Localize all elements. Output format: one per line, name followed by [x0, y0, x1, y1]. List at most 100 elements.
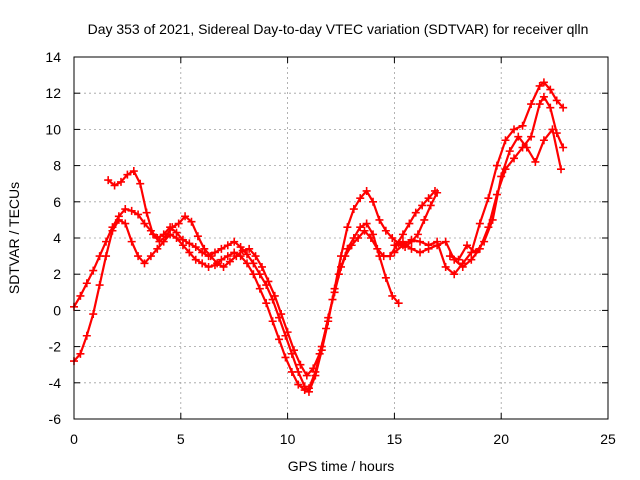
data-point: [362, 219, 371, 228]
data-point: [527, 100, 536, 109]
data-series: [70, 78, 568, 396]
data-point: [418, 201, 427, 210]
data-point: [223, 241, 232, 250]
data-point: [356, 194, 365, 203]
data-point: [213, 259, 222, 268]
series-line: [393, 81, 565, 276]
data-point: [497, 172, 506, 181]
x-tick-label: 5: [177, 431, 185, 447]
data-point: [191, 243, 200, 252]
data-point: [546, 103, 555, 112]
data-point: [283, 328, 292, 337]
y-tick-label: 12: [45, 85, 61, 101]
data-point: [349, 205, 358, 214]
data-point: [522, 143, 531, 152]
data-point: [492, 161, 501, 170]
data-point: [217, 255, 226, 264]
data-point: [441, 237, 450, 246]
data-point: [309, 364, 318, 373]
data-point: [121, 205, 130, 214]
data-point: [416, 237, 425, 246]
data-point: [264, 277, 273, 286]
x-tick-label: 25: [600, 431, 616, 447]
data-point: [140, 219, 149, 228]
data-point: [539, 92, 548, 101]
y-tick-label: 2: [53, 266, 61, 282]
data-point: [381, 226, 390, 235]
data-point: [546, 85, 555, 94]
x-tick-label: 10: [280, 431, 296, 447]
y-tick-label: 0: [53, 302, 61, 318]
data-point: [535, 100, 544, 109]
data-point: [134, 252, 143, 261]
data-point: [527, 132, 536, 141]
data-point: [251, 252, 260, 261]
data-point: [104, 176, 113, 185]
data-point: [149, 230, 158, 239]
data-point: [548, 125, 557, 134]
data-point: [140, 259, 149, 268]
data-point: [381, 273, 390, 282]
data-point: [89, 266, 98, 275]
data-point: [230, 237, 239, 246]
data-point: [181, 212, 190, 221]
data-point: [426, 201, 435, 210]
data-point: [300, 386, 309, 395]
y-tick-label: 10: [45, 121, 61, 137]
data-point: [407, 244, 416, 253]
y-tick-label: 8: [53, 158, 61, 174]
data-point: [471, 248, 480, 257]
data-point: [108, 226, 117, 235]
data-point: [407, 235, 416, 244]
data-point: [315, 349, 324, 358]
data-point: [424, 194, 433, 203]
data-point: [510, 125, 519, 134]
data-point: [388, 291, 397, 300]
x-tick-label: 15: [387, 431, 403, 447]
data-point: [420, 215, 429, 224]
chart-title: Day 353 of 2021, Sidereal Day-to-day VTE…: [88, 21, 589, 37]
data-point: [116, 177, 125, 186]
data-point: [290, 346, 299, 355]
data-point: [76, 349, 85, 358]
x-tick-label: 20: [493, 431, 509, 447]
data-point: [110, 181, 119, 190]
data-point: [206, 252, 215, 261]
data-point: [142, 208, 151, 217]
data-point: [257, 262, 266, 271]
data-point: [210, 248, 219, 257]
data-point: [375, 215, 384, 224]
data-point: [552, 96, 561, 105]
data-point: [232, 252, 241, 261]
data-point: [281, 353, 290, 362]
data-point: [518, 121, 527, 130]
data-point: [277, 310, 286, 319]
data-point: [146, 252, 155, 261]
series-trace-5: [390, 92, 568, 271]
data-point: [82, 331, 91, 340]
data-point: [450, 270, 459, 279]
data-point: [390, 241, 399, 250]
data-point: [243, 250, 252, 259]
data-point: [174, 219, 183, 228]
data-point: [245, 244, 254, 253]
data-point: [136, 179, 145, 188]
data-point: [129, 167, 138, 176]
data-point: [360, 226, 369, 235]
data-point: [430, 186, 439, 195]
data-point: [347, 241, 356, 250]
data-point: [488, 215, 497, 224]
plot-frame: [73, 56, 609, 420]
data-point: [328, 295, 337, 304]
data-point: [204, 262, 213, 271]
data-point: [539, 78, 548, 87]
data-point: [416, 248, 425, 257]
data-point: [155, 237, 164, 246]
data-point: [531, 157, 540, 166]
y-tick-label: -2: [49, 339, 62, 355]
data-point: [322, 324, 331, 333]
data-point: [102, 252, 111, 261]
data-point: [76, 291, 85, 300]
data-point: [243, 259, 252, 268]
data-point: [505, 147, 514, 156]
